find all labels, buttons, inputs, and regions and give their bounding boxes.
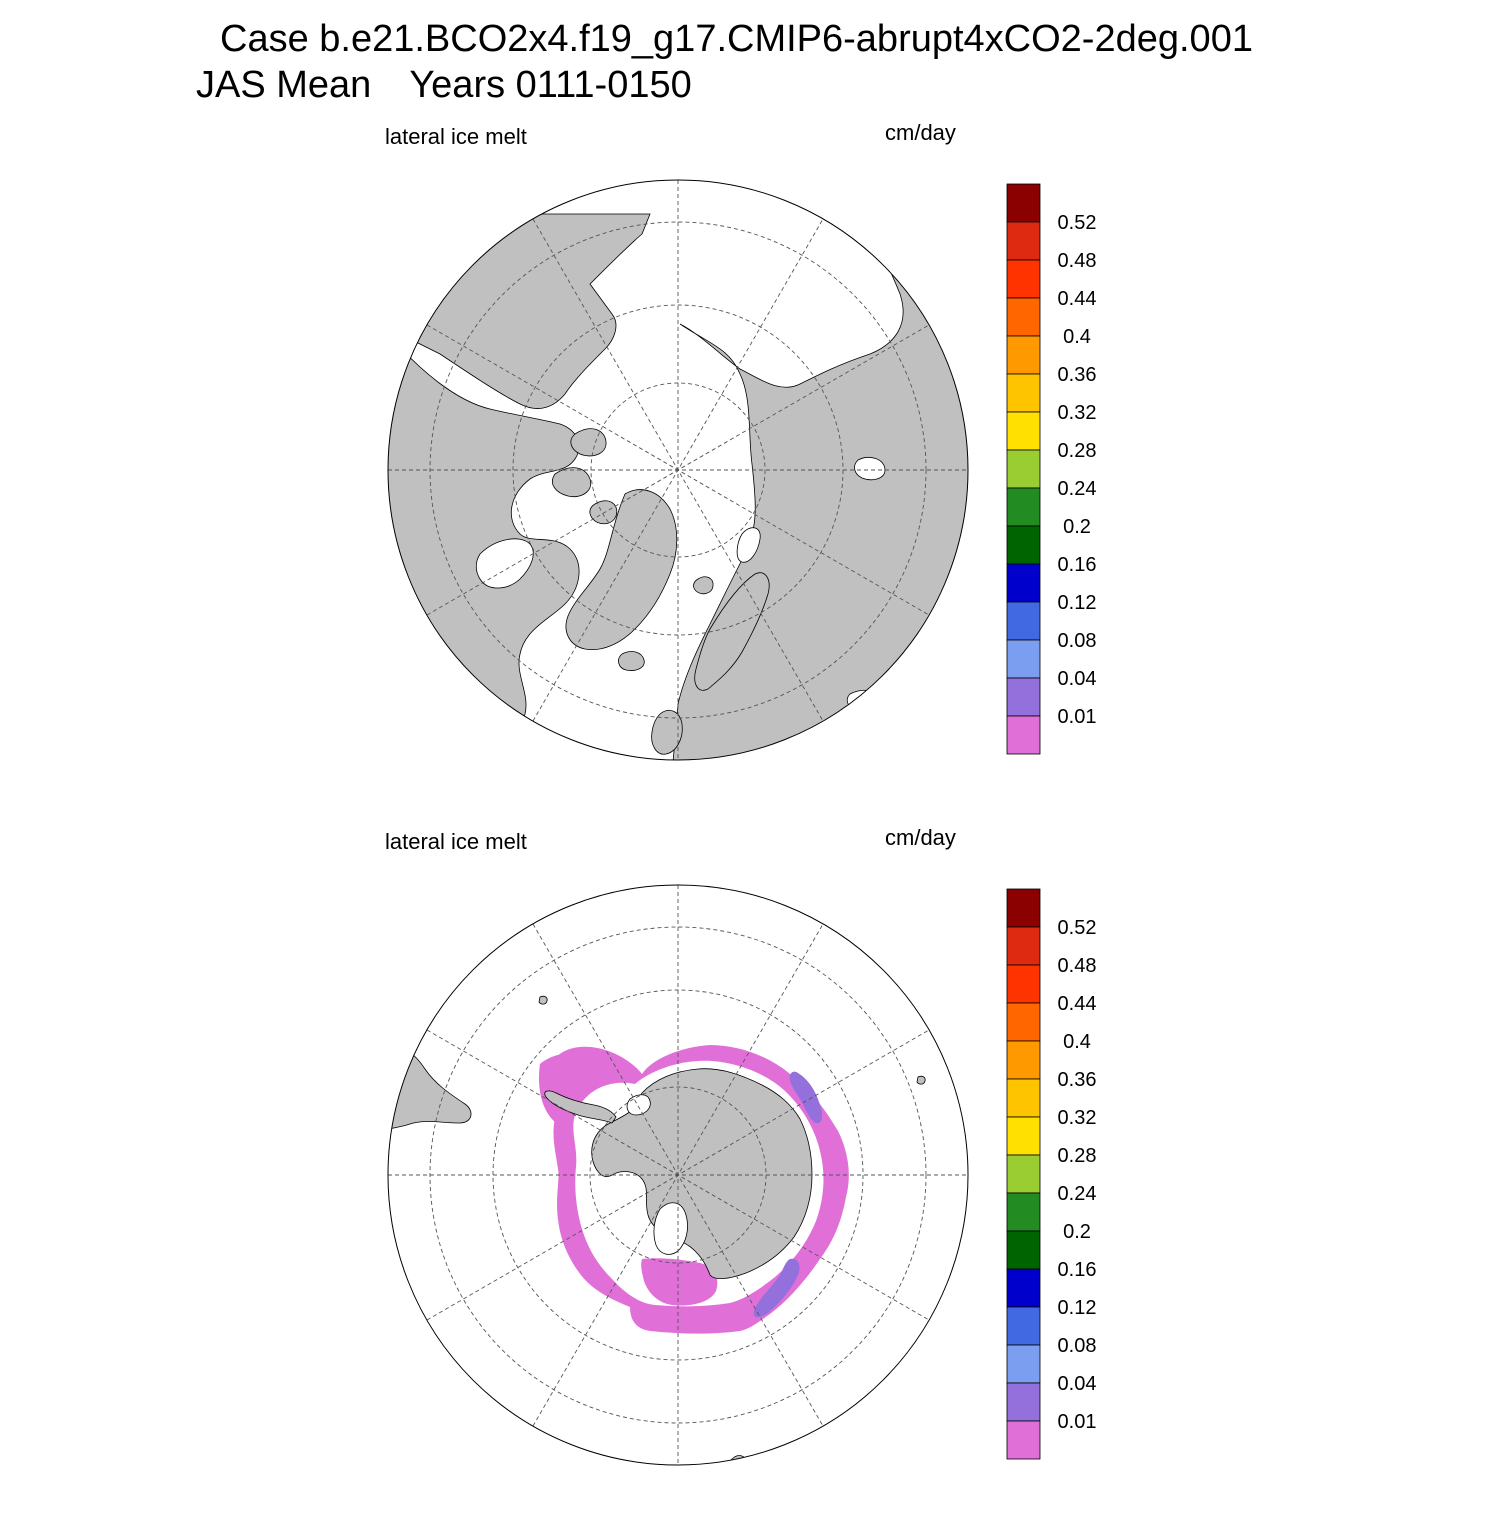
colorbar-tick-label: 0.24: [1058, 1183, 1097, 1205]
colorbar-tick-label: 0.16: [1058, 554, 1097, 576]
colorbar-swatch: [1006, 221, 1041, 261]
colorbar-tick-label: 0.08: [1058, 630, 1097, 652]
hudson-bay: [475, 538, 534, 589]
south-graticule: [388, 885, 968, 1465]
south-map-border: [387, 884, 969, 1466]
colorbar-swatch: [1006, 1040, 1041, 1080]
colorbar-tick-label: 0.01: [1058, 706, 1097, 728]
colorbar-swatch: [1006, 525, 1041, 565]
colorbar-swatch: [1006, 888, 1041, 928]
panel-north-units-label: cm/day: [885, 120, 956, 145]
panel-south-units-label: cm/day: [885, 825, 956, 850]
land-greenland: [565, 489, 678, 651]
colorbar-swatch: [1006, 1344, 1041, 1384]
colorbar-tick-label: 0.44: [1058, 288, 1097, 310]
panel-south-variable-label: lateral ice melt: [385, 829, 527, 854]
colorbar-tick-label: 0.4: [1063, 326, 1091, 348]
north-map-border: [387, 179, 969, 761]
colorbar-tick-label: 0.32: [1058, 402, 1097, 424]
colorbar-swatch: [1006, 1306, 1041, 1346]
colorbar-swatch: [1006, 601, 1041, 641]
colorbar-tick-label: 0.04: [1058, 668, 1097, 690]
south-colorbar: 0.01 0.04 0.08 0.12 0.16 0.2 0.24 0.28 0.32 0.36 0…: [1006, 888, 1097, 1460]
colorbar-swatch: [1006, 487, 1041, 527]
panel-north: lateral ice melt cm/day: [0, 118, 1500, 818]
land-novaya-zemlya: [736, 527, 761, 563]
colorbar-swatch: [1006, 1154, 1041, 1194]
colorbar-swatch: [1006, 411, 1041, 451]
colorbar-tick-label: 0.44: [1058, 993, 1097, 1015]
colorbar-swatch: [1006, 563, 1041, 603]
land-iceland: [618, 651, 645, 671]
land-subantarctic-islands: [538, 995, 926, 1465]
years-label: Years 0111-0150: [409, 64, 692, 106]
colorbar-swatch: [1006, 1382, 1041, 1422]
colorbar-tick-label: 0.52: [1058, 212, 1097, 234]
colorbar-swatch: [1006, 335, 1041, 375]
colorbar-tick-label: 0.04: [1058, 1373, 1097, 1395]
melt-ross-sea-fill: [641, 1258, 718, 1306]
colorbar-tick-label: 0.16: [1058, 1259, 1097, 1281]
colorbar-swatch: [1006, 1192, 1041, 1232]
north-polar-map: [387, 179, 969, 761]
land-arctic-archipelago: [551, 428, 618, 525]
north-colorbar: 0.01 0.04 0.08 0.12 0.16 0.2 0.24 0.28 0.32 0.36 0…: [1006, 183, 1097, 755]
colorbar-swatch: [1006, 677, 1041, 717]
colorbar-tick-label: 0.28: [1058, 1145, 1097, 1167]
colorbar-swatch: [1006, 373, 1041, 413]
colorbar-swatch: [1006, 1420, 1041, 1460]
colorbar-tick-label: 0.48: [1058, 250, 1097, 272]
land-scandinavia: [694, 572, 770, 691]
colorbar-swatch: [1006, 449, 1041, 489]
colorbar-swatch: [1006, 1268, 1041, 1308]
colorbar-swatch: [1006, 1078, 1041, 1118]
colorbar-tick-label: 0.52: [1058, 917, 1097, 939]
colorbar-tick-label: 0.12: [1058, 1297, 1097, 1319]
season-label: JAS Mean: [196, 64, 372, 106]
colorbar-tick-label: 0.28: [1058, 440, 1097, 462]
land-svalbard: [693, 576, 714, 595]
figure-title-case: Case b.e21.BCO2x4.f19_g17.CMIP6-abrupt4x…: [220, 18, 1253, 60]
colorbar-swatch: [1006, 926, 1041, 966]
colorbar-swatch: [1006, 259, 1041, 299]
colorbar-tick-label: 0.36: [1058, 1069, 1097, 1091]
colorbar-tick-label: 0.4: [1063, 1031, 1091, 1053]
colorbar-tick-label: 0.48: [1058, 955, 1097, 977]
melt-east-antarctic-strip: [789, 1071, 823, 1124]
panel-south: lateral ice melt cm/day: [0, 823, 1500, 1523]
colorbar-swatch: [1006, 639, 1041, 679]
colorbar-tick-label: 0.01: [1058, 1411, 1097, 1433]
north-graticule: [388, 180, 968, 760]
south-polar-map: [387, 884, 969, 1466]
panel-north-variable-label: lateral ice melt: [385, 124, 527, 149]
colorbar-swatch: [1006, 183, 1041, 223]
colorbar-swatch: [1006, 1116, 1041, 1156]
melt-ross-coast-strip: [753, 1258, 800, 1318]
colorbar-tick-label: 0.32: [1058, 1107, 1097, 1129]
colorbar-swatch: [1006, 297, 1041, 337]
colorbar-swatch: [1006, 964, 1041, 1004]
colorbar-tick-label: 0.08: [1058, 1335, 1097, 1357]
colorbar-tick-label: 0.2: [1063, 516, 1091, 538]
colorbar-swatch: [1006, 1230, 1041, 1270]
colorbar-swatch: [1006, 1002, 1041, 1042]
sea-okhotsk: [854, 457, 886, 481]
colorbar-tick-label: 0.12: [1058, 592, 1097, 614]
colorbar-swatch: [1006, 715, 1041, 755]
figure-title-season: JAS Mean Years 0111-0150: [196, 64, 692, 107]
land-antarctic-peninsula: [544, 1090, 617, 1124]
colorbar-tick-label: 0.2: [1063, 1221, 1091, 1243]
colorbar-tick-label: 0.24: [1058, 478, 1097, 500]
colorbar-tick-label: 0.36: [1058, 364, 1097, 386]
